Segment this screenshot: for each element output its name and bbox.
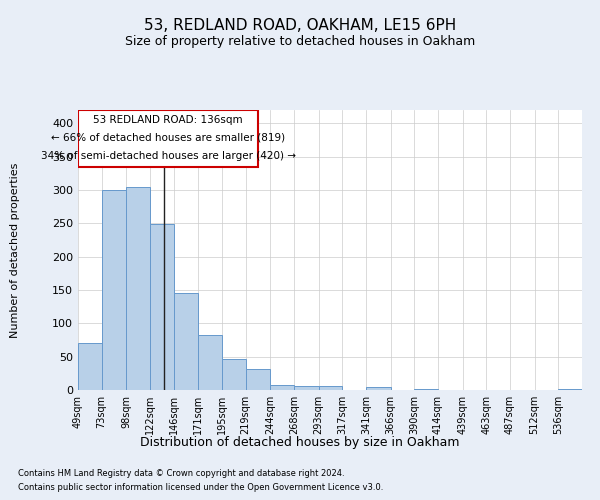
Bar	[101, 190, 127, 390]
FancyBboxPatch shape	[78, 110, 259, 166]
Text: Contains public sector information licensed under the Open Government Licence v3: Contains public sector information licen…	[18, 483, 383, 492]
Text: 34% of semi-detached houses are larger (420) →: 34% of semi-detached houses are larger (…	[41, 152, 296, 162]
Text: Number of detached properties: Number of detached properties	[10, 162, 20, 338]
Bar	[222, 360, 245, 390]
Bar	[294, 386, 319, 390]
Bar	[173, 294, 199, 390]
Bar	[199, 334, 222, 390]
Text: 53 REDLAND ROAD: 136sqm: 53 REDLAND ROAD: 136sqm	[94, 115, 243, 125]
Bar	[245, 368, 271, 390]
Bar	[319, 386, 343, 390]
Text: Size of property relative to detached houses in Oakham: Size of property relative to detached ho…	[125, 35, 475, 48]
Text: Distribution of detached houses by size in Oakham: Distribution of detached houses by size …	[140, 436, 460, 449]
Text: ← 66% of detached houses are smaller (819): ← 66% of detached houses are smaller (81…	[51, 132, 286, 142]
Bar	[127, 188, 150, 390]
Bar	[559, 388, 582, 390]
Text: 53, REDLAND ROAD, OAKHAM, LE15 6PH: 53, REDLAND ROAD, OAKHAM, LE15 6PH	[144, 18, 456, 32]
Text: Contains HM Land Registry data © Crown copyright and database right 2024.: Contains HM Land Registry data © Crown c…	[18, 470, 344, 478]
Bar	[271, 384, 294, 390]
Bar	[366, 388, 391, 390]
Bar	[150, 224, 173, 390]
Bar	[415, 388, 438, 390]
Bar	[78, 342, 101, 390]
